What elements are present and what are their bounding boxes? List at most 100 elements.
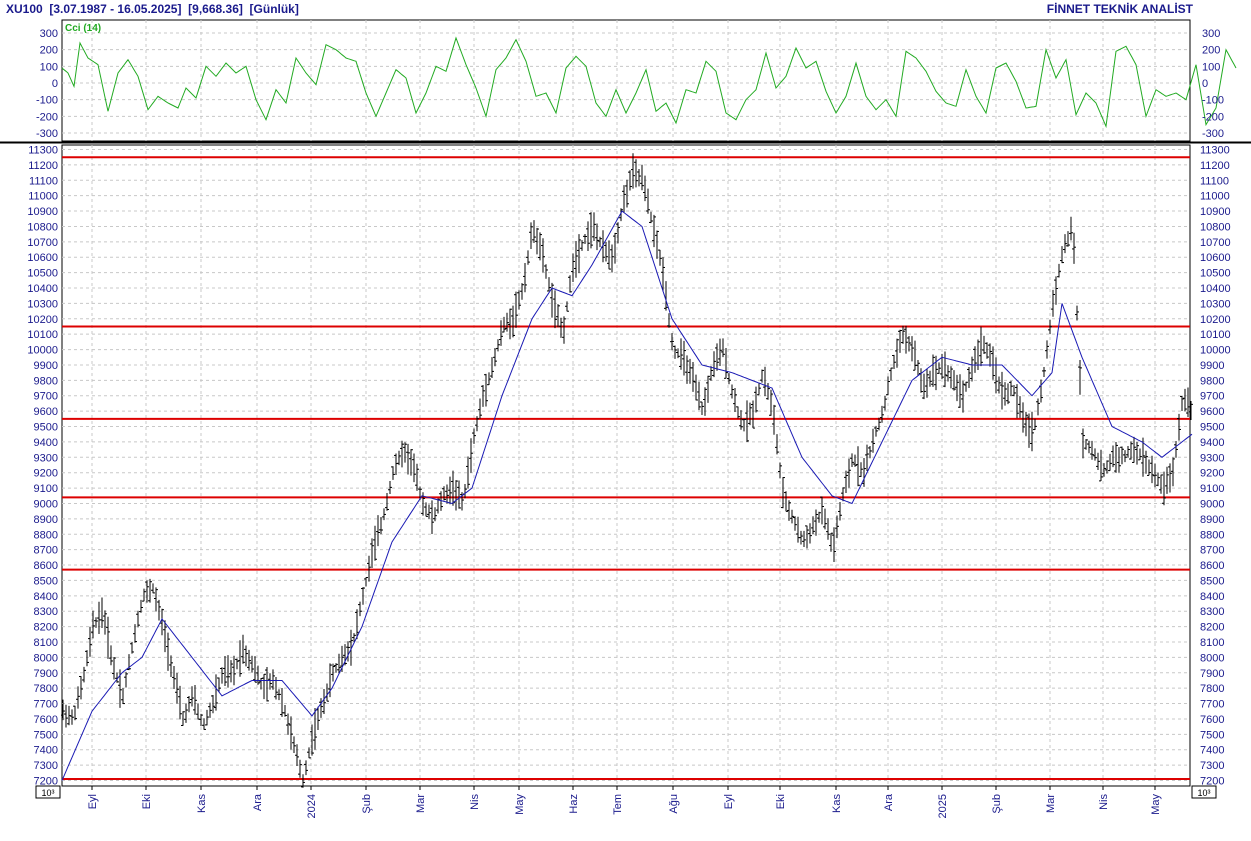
price-bar — [295, 744, 299, 766]
price-bar — [142, 588, 146, 602]
price-bar — [187, 696, 191, 713]
price-bar — [574, 241, 578, 278]
price-bar — [163, 620, 167, 653]
price-bar — [610, 244, 614, 273]
price-bar — [700, 401, 704, 415]
price-tick-label-left: 10900 — [27, 206, 58, 218]
price-bar — [607, 240, 611, 270]
price-bar — [1171, 457, 1175, 487]
price-bar — [1159, 474, 1163, 494]
price-bar — [913, 340, 917, 371]
price-bar — [733, 388, 737, 412]
price-bar — [703, 387, 707, 416]
price-bar — [922, 373, 926, 400]
price-bar — [535, 227, 539, 255]
price-bar — [91, 610, 95, 639]
price-bar — [526, 250, 530, 265]
x-tick-label: Ağu — [668, 794, 680, 814]
price-bar — [1186, 387, 1190, 417]
cci-tick-label-left: 0 — [52, 78, 58, 90]
cci-tick-label-left: -200 — [36, 111, 58, 123]
price-bar — [1180, 395, 1184, 412]
price-bar — [322, 688, 326, 714]
price-tick-label-left: 10500 — [27, 268, 58, 280]
price-bar — [655, 230, 659, 259]
price-bar — [1048, 319, 1052, 335]
price-bar — [115, 672, 119, 683]
price-bar — [949, 366, 953, 389]
price-bar — [466, 456, 470, 489]
price-bar — [598, 236, 602, 248]
price-bar — [955, 374, 959, 402]
price-bar — [547, 277, 551, 292]
last-value-label: [9,668.36] — [188, 2, 243, 16]
price-bar — [211, 694, 215, 714]
price-bar — [613, 232, 617, 264]
price-bar — [1087, 440, 1091, 454]
price-bar — [874, 425, 878, 437]
price-tick-label-right: 8300 — [1200, 606, 1224, 618]
price-bar — [1018, 396, 1022, 418]
price-bar — [715, 343, 719, 371]
price-bar — [484, 373, 488, 407]
price-bar — [763, 366, 767, 397]
price-tick-label-left: 9300 — [34, 452, 58, 464]
price-bar — [637, 168, 641, 187]
price-bar — [253, 656, 257, 683]
price-bar — [373, 525, 377, 561]
price-tick-label-right: 7500 — [1200, 729, 1224, 741]
chart-header-left: XU100 [3.07.1987 - 16.05.2025] [9,668.36… — [6, 2, 299, 16]
price-bar — [820, 496, 824, 525]
price-bar — [1153, 463, 1157, 488]
price-bar — [220, 667, 224, 684]
cci-tick-label-right: -100 — [1202, 95, 1224, 107]
price-bar — [169, 655, 173, 677]
price-bar — [817, 511, 821, 523]
price-bar — [835, 515, 839, 539]
price-bar — [1033, 418, 1037, 431]
price-bar — [616, 222, 620, 244]
price-bar — [406, 443, 410, 475]
price-tick-label-left: 11100 — [29, 175, 58, 187]
price-bar — [721, 338, 725, 358]
price-tick-label-right: 8200 — [1200, 622, 1224, 634]
price-bar — [190, 686, 194, 707]
price-bar — [289, 716, 293, 750]
price-bar — [460, 492, 464, 511]
price-tick-label-right: 11300 — [1200, 145, 1230, 157]
price-bar — [739, 410, 743, 430]
price-bar — [1093, 448, 1097, 461]
price-bar — [730, 384, 734, 399]
price-bar — [796, 516, 800, 543]
price-bar — [1120, 446, 1124, 465]
cci-tick-label-right: -300 — [1202, 128, 1224, 140]
price-tick-label-right: 10000 — [1200, 345, 1231, 357]
price-bar — [205, 709, 209, 726]
price-bar — [445, 484, 449, 504]
price-bar — [961, 380, 965, 413]
price-bar — [823, 508, 827, 530]
price-tick-label-left: 7300 — [34, 760, 58, 772]
price-bar — [1030, 411, 1034, 452]
x-tick-label: May — [514, 794, 526, 815]
price-bar — [538, 232, 542, 261]
price-bar — [157, 599, 161, 621]
price-tick-label-left: 10600 — [27, 252, 58, 264]
price-bar — [415, 463, 419, 491]
price-bar — [793, 516, 797, 531]
cci-panel: Cci (14) — [61, 23, 1237, 129]
price-bar — [718, 338, 722, 367]
price-bar — [772, 404, 776, 435]
x-tick-label: Şub — [991, 794, 1003, 814]
price-bar — [1156, 472, 1160, 487]
price-bar — [100, 597, 104, 628]
price-bar — [967, 367, 971, 389]
price-bar — [856, 446, 860, 487]
unit-label-right-box — [1191, 785, 1217, 799]
price-bar — [256, 665, 260, 685]
price-bar — [388, 480, 392, 495]
price-tick-label-right: 7900 — [1200, 668, 1224, 680]
price-bar — [982, 335, 986, 355]
price-bar — [529, 222, 533, 250]
price-bar — [268, 673, 272, 690]
